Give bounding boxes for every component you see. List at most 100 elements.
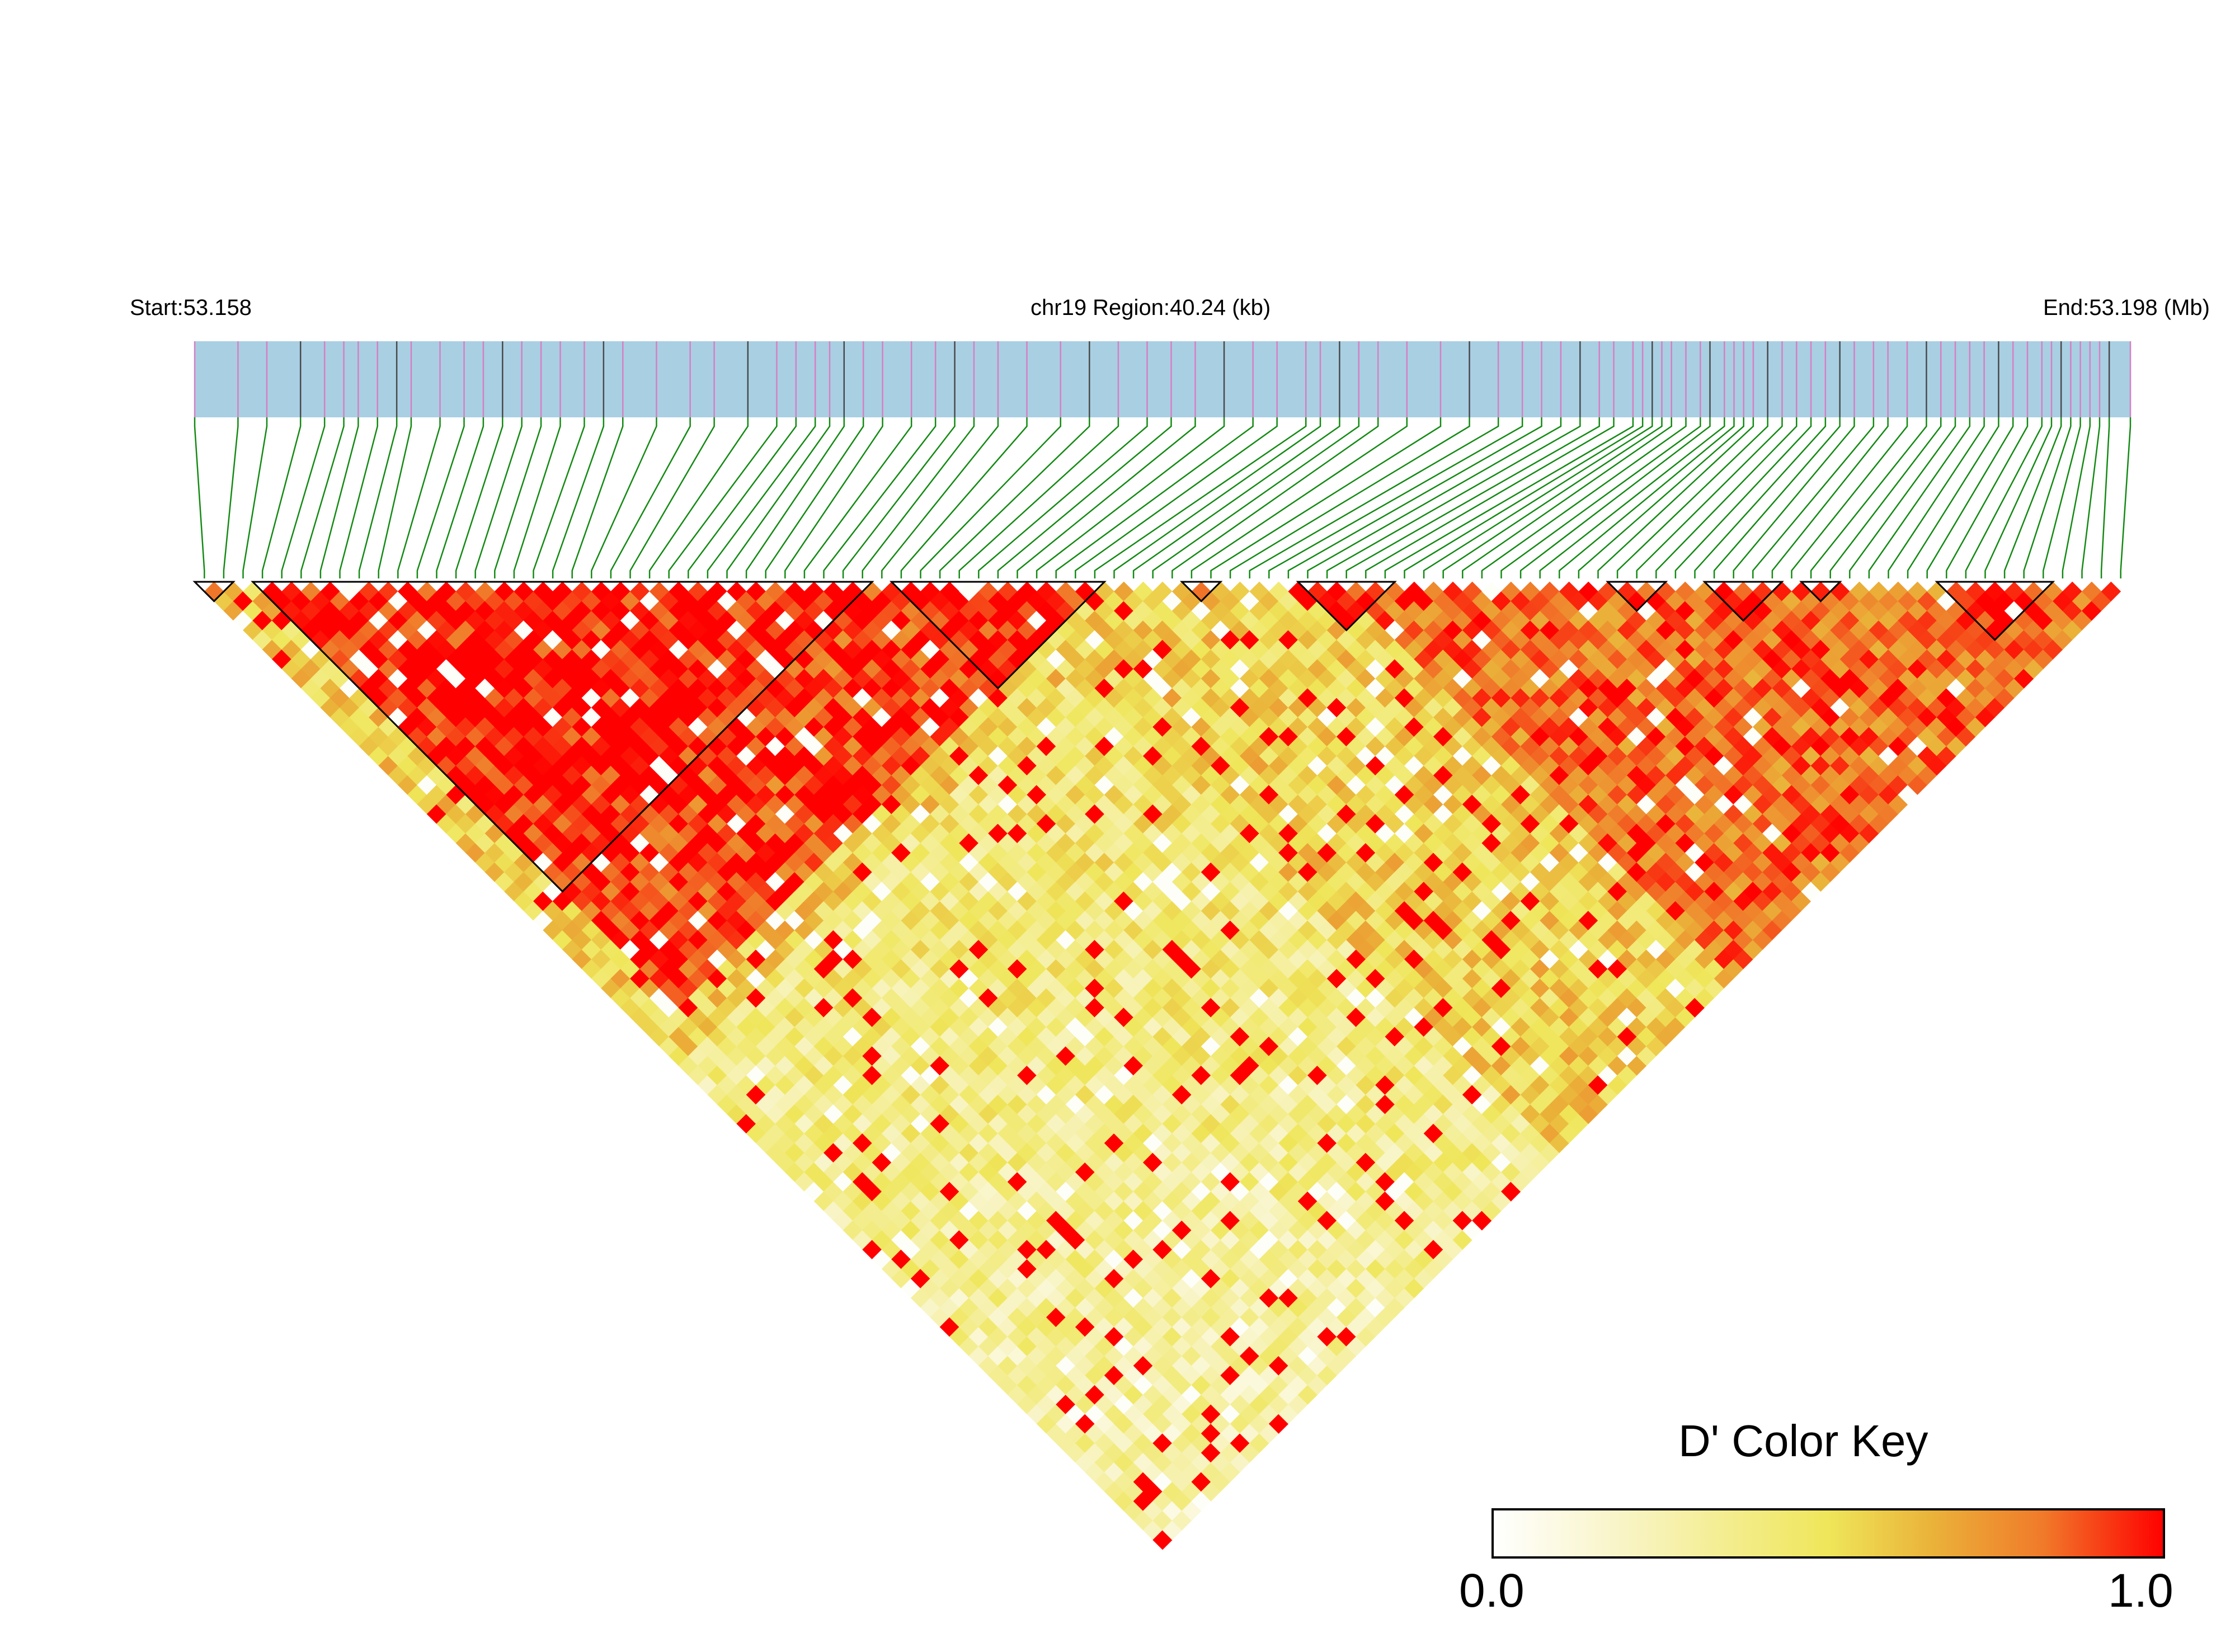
- snp-connector: [1655, 417, 1798, 578]
- snp-connector: [1829, 417, 1942, 578]
- snp-connector: [571, 417, 624, 578]
- snp-connector: [1519, 417, 1711, 578]
- snp-connector: [358, 417, 398, 578]
- snp-connector: [1171, 417, 1379, 578]
- snp-connector: [1132, 417, 1340, 578]
- snp-connector: [823, 417, 937, 578]
- snp-connector: [1810, 417, 1927, 578]
- snp-connector: [533, 417, 585, 578]
- snp-connector: [1636, 417, 1783, 578]
- snp-connector: [1868, 417, 1971, 578]
- snp-connector: [1229, 417, 1470, 578]
- snp-connector: [842, 417, 956, 578]
- snp-connector: [552, 417, 605, 578]
- snp-connector: [2062, 417, 2091, 578]
- snp-connector: [1249, 417, 1499, 578]
- snp-connector: [1791, 417, 1908, 578]
- snp-connector: [1384, 417, 1634, 578]
- snp-connector: [1036, 417, 1225, 578]
- snp-connector: [2003, 417, 2062, 578]
- snp-connectors: [194, 417, 2132, 578]
- snp-connector: [416, 417, 465, 578]
- snp-connector: [1771, 417, 1889, 578]
- snp-connector: [591, 417, 657, 578]
- snp-connector: [436, 417, 484, 578]
- snp-connector: [1055, 417, 1254, 578]
- snp-connector: [978, 417, 1148, 578]
- snp-connector: [513, 417, 561, 578]
- snp-connector: [765, 417, 864, 578]
- snp-connector: [726, 417, 831, 578]
- snp-connector: [397, 417, 441, 578]
- snp-connector: [242, 417, 268, 578]
- snp-connector: [1094, 417, 1307, 578]
- snp-connector: [1442, 417, 1663, 578]
- snp-connector: [1268, 417, 1523, 578]
- snp-connector: [610, 417, 691, 578]
- snp-connector: [881, 417, 999, 578]
- snp-connector: [939, 417, 1090, 578]
- snp-connector: [1423, 417, 1653, 578]
- snp-connector: [1578, 417, 1744, 578]
- snp-connector: [1674, 417, 1812, 578]
- snp-connector: [1287, 417, 1542, 578]
- snp-connector: [1597, 417, 1754, 578]
- snp-connector: [455, 417, 504, 578]
- snp-connector: [474, 417, 523, 578]
- snp-connector: [2120, 417, 2132, 578]
- snp-connector: [194, 417, 205, 578]
- snp-connector: [1539, 417, 1725, 578]
- snp-connector: [1733, 417, 1855, 578]
- snp-connector: [2100, 417, 2110, 578]
- snp-connector: [1365, 417, 1615, 578]
- snp-connector: [1849, 417, 1956, 578]
- snp-connector: [300, 417, 345, 578]
- snp-connector: [803, 417, 912, 578]
- snp-connector: [339, 417, 378, 578]
- snp-connector: [1694, 417, 1827, 578]
- snp-connector: [1713, 417, 1841, 578]
- snp-connector: [1965, 417, 2043, 578]
- snp-connector: [862, 417, 975, 578]
- snp-connector: [319, 417, 359, 578]
- snp-track-ticks: [194, 341, 2132, 417]
- snp-connector: [1210, 417, 1442, 578]
- snp-connector: [223, 417, 239, 578]
- snp-connector: [900, 417, 1028, 578]
- snp-connector: [1500, 417, 1701, 578]
- snp-connector: [668, 417, 778, 578]
- snp-connector: [997, 417, 1172, 578]
- snp-connector: [1462, 417, 1672, 578]
- snp-connector: [1326, 417, 1581, 578]
- snp-connector: [2081, 417, 2101, 578]
- snp-connector: [261, 417, 302, 578]
- snp-connector: [1075, 417, 1278, 578]
- snp-connector: [2043, 417, 2081, 578]
- snp-connector: [1345, 417, 1600, 578]
- snp-connector: [1113, 417, 1321, 578]
- snp-connector: [494, 417, 542, 578]
- snp-connector: [1559, 417, 1735, 578]
- snp-connector: [707, 417, 816, 578]
- snp-connector: [1926, 417, 2014, 578]
- snp-connector: [745, 417, 845, 578]
- snp-connector: [629, 417, 715, 578]
- snp-connector: [1984, 417, 2053, 578]
- snp-connector: [920, 417, 1061, 578]
- snp-track: [195, 341, 2130, 417]
- snp-connector: [1481, 417, 1687, 578]
- snp-connector: [1907, 417, 1999, 578]
- snp-connector: [958, 417, 1119, 578]
- snp-connector: [784, 417, 883, 578]
- snp-connector: [281, 417, 326, 578]
- snp-connector: [1307, 417, 1562, 578]
- snp-connector: [1191, 417, 1408, 578]
- snp-connector: [648, 417, 749, 578]
- snp-connector: [1888, 417, 1985, 578]
- snp-connector: [688, 417, 797, 578]
- snp-connector: [378, 417, 412, 578]
- snp-connector: [1017, 417, 1196, 578]
- ld-heatmap-cells: [197, 580, 2128, 1550]
- snp-connector: [1946, 417, 2029, 578]
